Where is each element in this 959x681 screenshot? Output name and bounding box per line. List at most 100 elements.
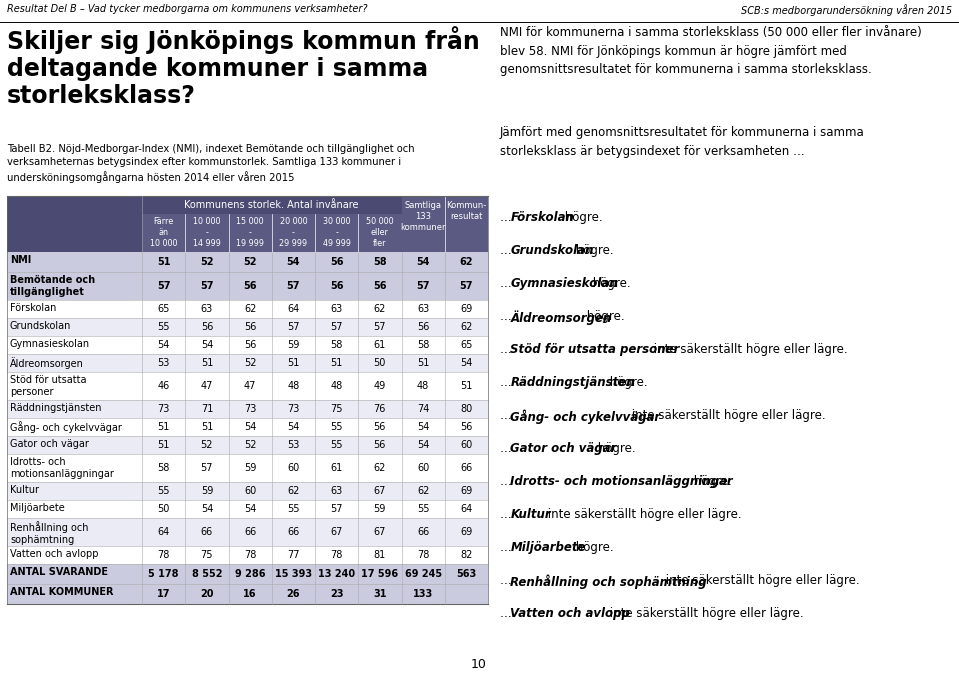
- Text: 59: 59: [244, 463, 256, 473]
- Bar: [445, 196, 488, 252]
- Text: Bemötande och
tillgänglighet: Bemötande och tillgänglighet: [10, 275, 95, 297]
- Bar: [445, 300, 488, 318]
- Text: Gymnasieskolan: Gymnasieskolan: [10, 339, 90, 349]
- Text: 48: 48: [417, 381, 430, 391]
- Bar: [185, 436, 228, 454]
- Text: …: …: [500, 541, 516, 554]
- Bar: [445, 252, 488, 272]
- Text: 58: 58: [331, 340, 342, 350]
- Text: 133: 133: [413, 589, 433, 599]
- Bar: [402, 418, 445, 436]
- Text: 5 178: 5 178: [149, 569, 179, 579]
- Text: 59: 59: [200, 486, 213, 496]
- Bar: [185, 518, 228, 546]
- Bar: [142, 336, 185, 354]
- Text: 57: 57: [287, 281, 300, 291]
- Text: 56: 56: [373, 281, 386, 291]
- Text: 60: 60: [244, 486, 256, 496]
- Text: 73: 73: [244, 404, 256, 414]
- Text: 51: 51: [157, 257, 171, 267]
- Text: 62: 62: [460, 322, 473, 332]
- Text: 51: 51: [200, 358, 213, 368]
- Text: 62: 62: [244, 304, 256, 314]
- Bar: [185, 372, 228, 400]
- Bar: [402, 482, 445, 500]
- Text: 9 286: 9 286: [235, 569, 266, 579]
- Text: 56: 56: [460, 422, 473, 432]
- Bar: [402, 454, 445, 482]
- Text: 75: 75: [200, 550, 213, 560]
- Text: högre.: högre.: [595, 442, 636, 455]
- Bar: [271, 436, 315, 454]
- Text: 64: 64: [288, 304, 299, 314]
- Bar: [142, 354, 185, 372]
- Text: högre.: högre.: [583, 310, 625, 323]
- Bar: [445, 584, 488, 604]
- Text: 53: 53: [287, 440, 299, 450]
- Text: Jämfört med genomsnittsresultatet för kommunerna i samma
storleksklass är betygs: Jämfört med genomsnittsresultatet för ko…: [500, 126, 865, 157]
- Bar: [402, 354, 445, 372]
- Bar: [271, 372, 315, 400]
- Text: 73: 73: [157, 404, 170, 414]
- Bar: [359, 300, 402, 318]
- Text: 63: 63: [331, 304, 342, 314]
- Bar: [315, 372, 359, 400]
- Text: 66: 66: [288, 527, 299, 537]
- Text: 57: 57: [416, 281, 430, 291]
- Text: Räddningstjänsten: Räddningstjänsten: [10, 403, 102, 413]
- Text: 16: 16: [244, 589, 257, 599]
- Bar: [228, 500, 271, 518]
- Bar: [7, 400, 142, 418]
- Text: 17 596: 17 596: [362, 569, 398, 579]
- Text: 71: 71: [200, 404, 213, 414]
- Bar: [359, 518, 402, 546]
- Bar: [359, 418, 402, 436]
- Bar: [402, 196, 445, 252]
- Text: …: …: [500, 574, 516, 587]
- Text: 64: 64: [157, 527, 170, 537]
- Text: Gator och vägar: Gator och vägar: [10, 439, 89, 449]
- Text: 54: 54: [244, 422, 256, 432]
- Bar: [271, 482, 315, 500]
- Text: 57: 57: [200, 281, 214, 291]
- Text: 65: 65: [157, 304, 170, 314]
- Text: 64: 64: [460, 504, 473, 514]
- Bar: [142, 252, 185, 272]
- Bar: [142, 372, 185, 400]
- Bar: [315, 454, 359, 482]
- Bar: [228, 546, 271, 564]
- Bar: [359, 436, 402, 454]
- Bar: [7, 500, 142, 518]
- Text: Skiljer sig Jönköpings kommun från
deltagande kommuner i samma
storleksklass?: Skiljer sig Jönköpings kommun från delta…: [7, 26, 480, 108]
- Text: 62: 62: [374, 304, 386, 314]
- Bar: [359, 546, 402, 564]
- Text: 54: 54: [157, 340, 170, 350]
- Text: Kultur: Kultur: [10, 485, 39, 495]
- Text: 62: 62: [459, 257, 473, 267]
- Text: 54: 54: [287, 422, 299, 432]
- Text: inte säkerställt högre eller lägre.: inte säkerställt högre eller lägre.: [662, 574, 859, 587]
- Bar: [315, 214, 359, 252]
- Bar: [445, 372, 488, 400]
- Bar: [359, 500, 402, 518]
- Text: Miljöarbete: Miljöarbete: [10, 503, 65, 513]
- Bar: [271, 400, 315, 418]
- Bar: [228, 300, 271, 318]
- Text: 49: 49: [374, 381, 386, 391]
- Bar: [142, 214, 185, 252]
- Text: 73: 73: [287, 404, 299, 414]
- Bar: [315, 318, 359, 336]
- Text: 50: 50: [374, 358, 386, 368]
- Text: Förskolan: Förskolan: [510, 211, 574, 224]
- Text: 62: 62: [417, 486, 430, 496]
- Bar: [142, 500, 185, 518]
- Bar: [315, 500, 359, 518]
- Bar: [142, 436, 185, 454]
- Text: 61: 61: [374, 340, 386, 350]
- Bar: [445, 546, 488, 564]
- Bar: [402, 400, 445, 418]
- Bar: [271, 336, 315, 354]
- Bar: [402, 372, 445, 400]
- Bar: [228, 436, 271, 454]
- Text: 56: 56: [200, 322, 213, 332]
